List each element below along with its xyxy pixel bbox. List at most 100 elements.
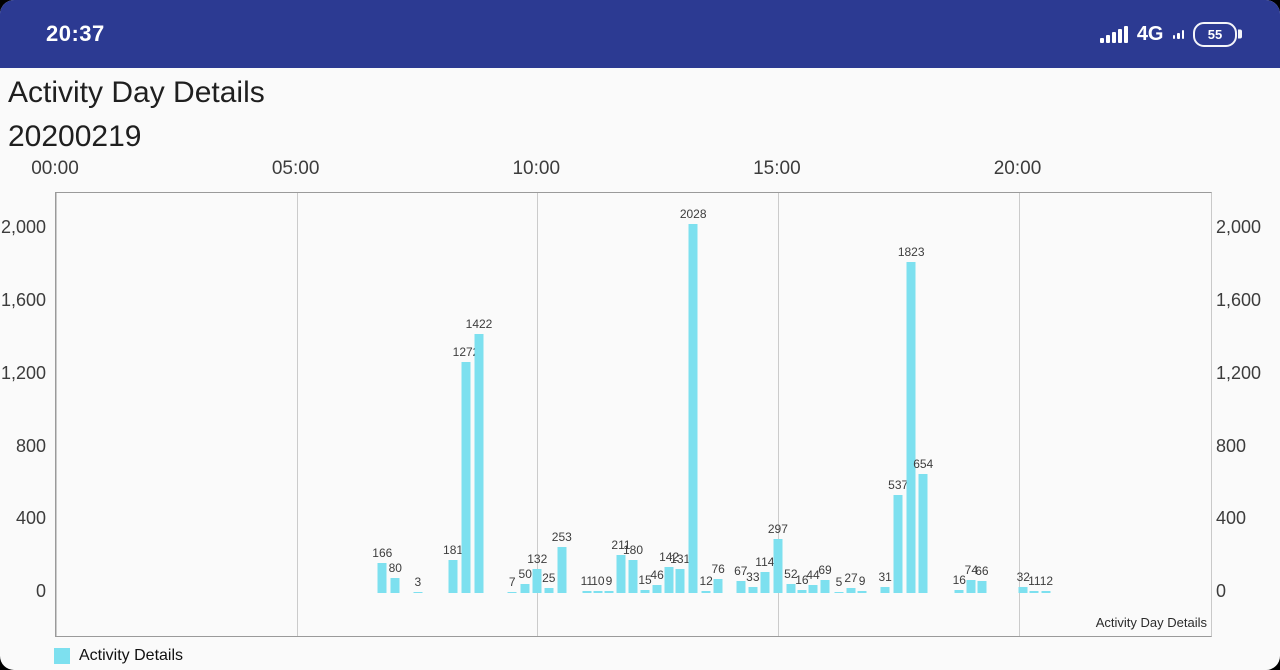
page-date: 20200219 — [8, 120, 142, 153]
bar[interactable] — [593, 591, 603, 593]
bar[interactable] — [808, 585, 818, 593]
status-bar: 20:37 4G 55 — [0, 0, 1280, 68]
bar[interactable] — [701, 591, 711, 593]
bar-value-label: 211 — [611, 538, 631, 552]
bar[interactable] — [507, 592, 517, 593]
bar[interactable] — [846, 588, 856, 593]
bar-value-label: 50 — [518, 567, 532, 581]
bar[interactable] — [664, 567, 674, 593]
bar-value-label: 166 — [372, 546, 393, 560]
y-tick-label-left: 1,200 — [0, 362, 46, 383]
bar-value-label: 80 — [388, 561, 402, 575]
bar[interactable] — [544, 588, 554, 593]
bar-value-label: 1422 — [465, 317, 493, 331]
bar[interactable] — [532, 569, 542, 593]
bar-value-label: 297 — [767, 522, 788, 536]
y-tick-label-right: 400 — [1216, 508, 1247, 529]
bar[interactable] — [474, 334, 484, 593]
legend: Activity Details — [54, 647, 183, 665]
bar-value-label: 253 — [551, 530, 572, 544]
bar[interactable] — [377, 563, 387, 593]
bar-value-label: 181 — [443, 543, 464, 557]
bar-value-label: 31 — [878, 570, 892, 584]
page-title: Activity Day Details — [8, 76, 265, 109]
bar[interactable] — [736, 581, 746, 593]
bar[interactable] — [557, 547, 567, 593]
bar[interactable] — [966, 580, 976, 593]
bar[interactable] — [1041, 591, 1051, 593]
bar[interactable] — [616, 555, 626, 593]
bar-value-label: 66 — [975, 564, 989, 578]
bar[interactable] — [760, 572, 770, 593]
y-tick-label-right: 1,600 — [1216, 290, 1262, 311]
bar-value-label: 74 — [964, 563, 979, 577]
y-tick-label-right: 800 — [1216, 435, 1247, 456]
bar[interactable] — [977, 581, 987, 593]
gridline — [777, 193, 779, 636]
network-type-label: 4G — [1136, 22, 1164, 45]
bar-value-label: 3 — [414, 575, 422, 589]
y-tick-label-left: 2,000 — [0, 217, 46, 238]
bar-value-label: 32 — [1016, 570, 1030, 584]
gridline — [296, 193, 298, 636]
battery-nub — [1238, 29, 1242, 39]
bar[interactable] — [893, 495, 903, 593]
battery-percent: 55 — [1207, 26, 1223, 42]
chart-description: Activity Day Details — [1095, 615, 1207, 630]
bar[interactable] — [604, 591, 614, 593]
y-tick-label-right: 1,200 — [1216, 362, 1262, 383]
bar[interactable] — [582, 591, 592, 593]
bar-value-label: 67 — [734, 564, 748, 578]
bar[interactable] — [448, 560, 458, 593]
bar[interactable] — [773, 539, 783, 593]
bar[interactable] — [520, 584, 530, 593]
bar[interactable] — [786, 584, 796, 593]
y-tick-label-right: 0 — [1216, 581, 1227, 602]
bar-value-label: 25 — [542, 571, 556, 585]
y-tick-label-left: 800 — [15, 435, 46, 456]
bar-value-label: 5 — [835, 575, 843, 589]
bar[interactable] — [688, 224, 698, 593]
bar-value-label: 9 — [605, 574, 613, 588]
bar[interactable] — [906, 262, 916, 593]
bar[interactable] — [713, 579, 723, 593]
bar[interactable] — [1018, 587, 1028, 593]
bar[interactable] — [628, 560, 638, 593]
bar[interactable] — [820, 580, 830, 593]
secondary-signal-icon — [1172, 29, 1184, 39]
bar[interactable] — [461, 362, 471, 593]
bar[interactable] — [834, 592, 844, 593]
bar-value-label: 537 — [888, 478, 909, 492]
bar[interactable] — [797, 590, 807, 593]
bar-value-label: 16 — [795, 573, 809, 587]
plot-area[interactable]: Activity Day Details 166 80 3 181 1272 1422 7 5… — [55, 192, 1212, 637]
bar-value-label: 1823 — [897, 245, 925, 259]
bar[interactable] — [880, 587, 890, 593]
bar-value-label: 654 — [913, 457, 934, 471]
bar-value-label: 131 — [670, 552, 691, 566]
bar-value-label: 46 — [650, 568, 664, 582]
bar-value-label: 1272 — [452, 345, 480, 359]
bar[interactable] — [918, 474, 928, 593]
bar-value-label: 11 — [1028, 574, 1041, 588]
bar[interactable] — [1029, 591, 1039, 593]
bar-value-label: 142 — [659, 550, 680, 564]
bar-value-label: 76 — [711, 562, 725, 576]
y-tick-label-left: 400 — [15, 508, 46, 529]
bar-value-label: 180 — [623, 543, 644, 557]
y-tick-label-left: 1,600 — [0, 290, 46, 311]
bar[interactable] — [857, 591, 867, 593]
gridline — [56, 193, 57, 636]
bar[interactable] — [640, 590, 650, 593]
bar-value-label: 2028 — [679, 207, 707, 221]
bar[interactable] — [954, 590, 964, 593]
bar[interactable] — [652, 585, 662, 593]
bar-value-label: 114 — [755, 555, 775, 569]
bar[interactable] — [675, 569, 685, 593]
bar[interactable] — [748, 587, 758, 593]
x-tick-label: 00:00 — [31, 158, 79, 179]
bar-value-label: 44 — [806, 568, 820, 582]
bar[interactable] — [390, 578, 400, 593]
bar-value-label: 15 — [638, 573, 652, 587]
bar[interactable] — [413, 592, 423, 593]
